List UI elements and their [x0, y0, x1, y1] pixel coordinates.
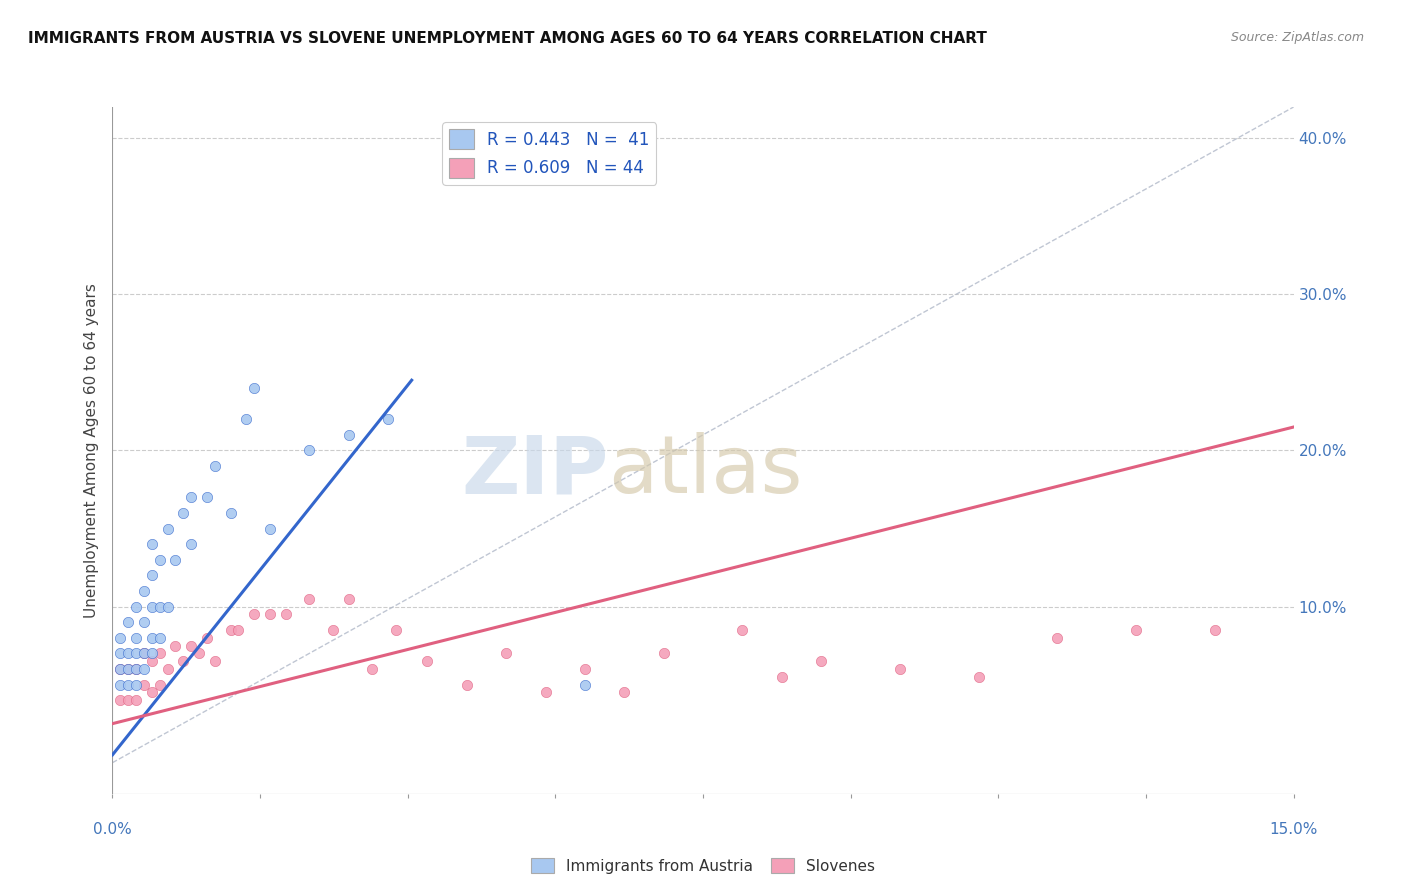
Point — [156, 521, 179, 535]
Point — [235, 412, 257, 426]
Point — [298, 591, 321, 606]
Point — [110, 662, 132, 676]
Point — [416, 654, 439, 668]
Point — [337, 427, 360, 442]
Legend: Immigrants from Austria, Slovenes: Immigrants from Austria, Slovenes — [524, 852, 882, 880]
Point — [377, 412, 399, 426]
Point — [110, 662, 132, 676]
Point — [117, 693, 139, 707]
Point — [770, 670, 793, 684]
Point — [274, 607, 297, 622]
Point — [219, 623, 242, 637]
Point — [149, 646, 172, 660]
Point — [141, 646, 163, 660]
Point — [361, 662, 384, 676]
Point — [228, 623, 250, 637]
Point — [132, 678, 155, 692]
Point — [156, 662, 179, 676]
Point — [141, 537, 163, 551]
Point — [731, 623, 754, 637]
Y-axis label: Unemployment Among Ages 60 to 64 years: Unemployment Among Ages 60 to 64 years — [83, 283, 98, 618]
Point — [110, 631, 132, 645]
Point — [117, 678, 139, 692]
Point — [149, 678, 172, 692]
Point — [125, 662, 148, 676]
Point — [219, 506, 242, 520]
Text: IMMIGRANTS FROM AUSTRIA VS SLOVENE UNEMPLOYMENT AMONG AGES 60 TO 64 YEARS CORREL: IMMIGRANTS FROM AUSTRIA VS SLOVENE UNEMP… — [28, 31, 987, 46]
Point — [195, 490, 218, 504]
Point — [117, 615, 139, 630]
Point — [613, 685, 636, 699]
Point — [195, 631, 218, 645]
Point — [1204, 623, 1226, 637]
Point — [125, 693, 148, 707]
Text: Source: ZipAtlas.com: Source: ZipAtlas.com — [1230, 31, 1364, 45]
Point — [172, 506, 194, 520]
Point — [889, 662, 911, 676]
Point — [165, 639, 187, 653]
Point — [110, 678, 132, 692]
Text: atlas: atlas — [609, 432, 803, 510]
Point — [172, 654, 194, 668]
Point — [495, 646, 517, 660]
Point — [141, 685, 163, 699]
Point — [165, 552, 187, 567]
Point — [188, 646, 211, 660]
Point — [243, 607, 266, 622]
Point — [125, 662, 148, 676]
Text: ZIP: ZIP — [461, 432, 609, 510]
Legend: R = 0.443   N =  41, R = 0.609   N = 44: R = 0.443 N = 41, R = 0.609 N = 44 — [443, 122, 657, 185]
Point — [322, 623, 344, 637]
Point — [298, 443, 321, 458]
Point — [110, 693, 132, 707]
Point — [259, 607, 281, 622]
Point — [259, 521, 281, 535]
Point — [1125, 623, 1147, 637]
Point — [141, 599, 163, 614]
Point — [149, 599, 172, 614]
Point — [204, 654, 226, 668]
Point — [149, 552, 172, 567]
Point — [574, 662, 596, 676]
Point — [1046, 631, 1069, 645]
Text: 15.0%: 15.0% — [1270, 822, 1317, 837]
Point — [125, 646, 148, 660]
Point — [132, 646, 155, 660]
Point — [534, 685, 557, 699]
Point — [141, 568, 163, 582]
Point — [156, 599, 179, 614]
Point — [149, 631, 172, 645]
Point — [456, 678, 478, 692]
Point — [141, 654, 163, 668]
Point — [337, 591, 360, 606]
Point — [132, 615, 155, 630]
Text: 0.0%: 0.0% — [93, 822, 132, 837]
Point — [125, 678, 148, 692]
Point — [125, 599, 148, 614]
Point — [243, 381, 266, 395]
Point — [180, 639, 202, 653]
Point — [141, 631, 163, 645]
Point — [574, 678, 596, 692]
Point — [204, 458, 226, 473]
Point — [132, 662, 155, 676]
Point — [125, 631, 148, 645]
Point — [117, 646, 139, 660]
Point — [180, 537, 202, 551]
Point — [132, 646, 155, 660]
Point — [117, 662, 139, 676]
Point — [110, 646, 132, 660]
Point — [967, 670, 990, 684]
Point — [132, 583, 155, 598]
Point — [810, 654, 832, 668]
Point — [117, 662, 139, 676]
Point — [652, 646, 675, 660]
Point — [180, 490, 202, 504]
Point — [385, 623, 408, 637]
